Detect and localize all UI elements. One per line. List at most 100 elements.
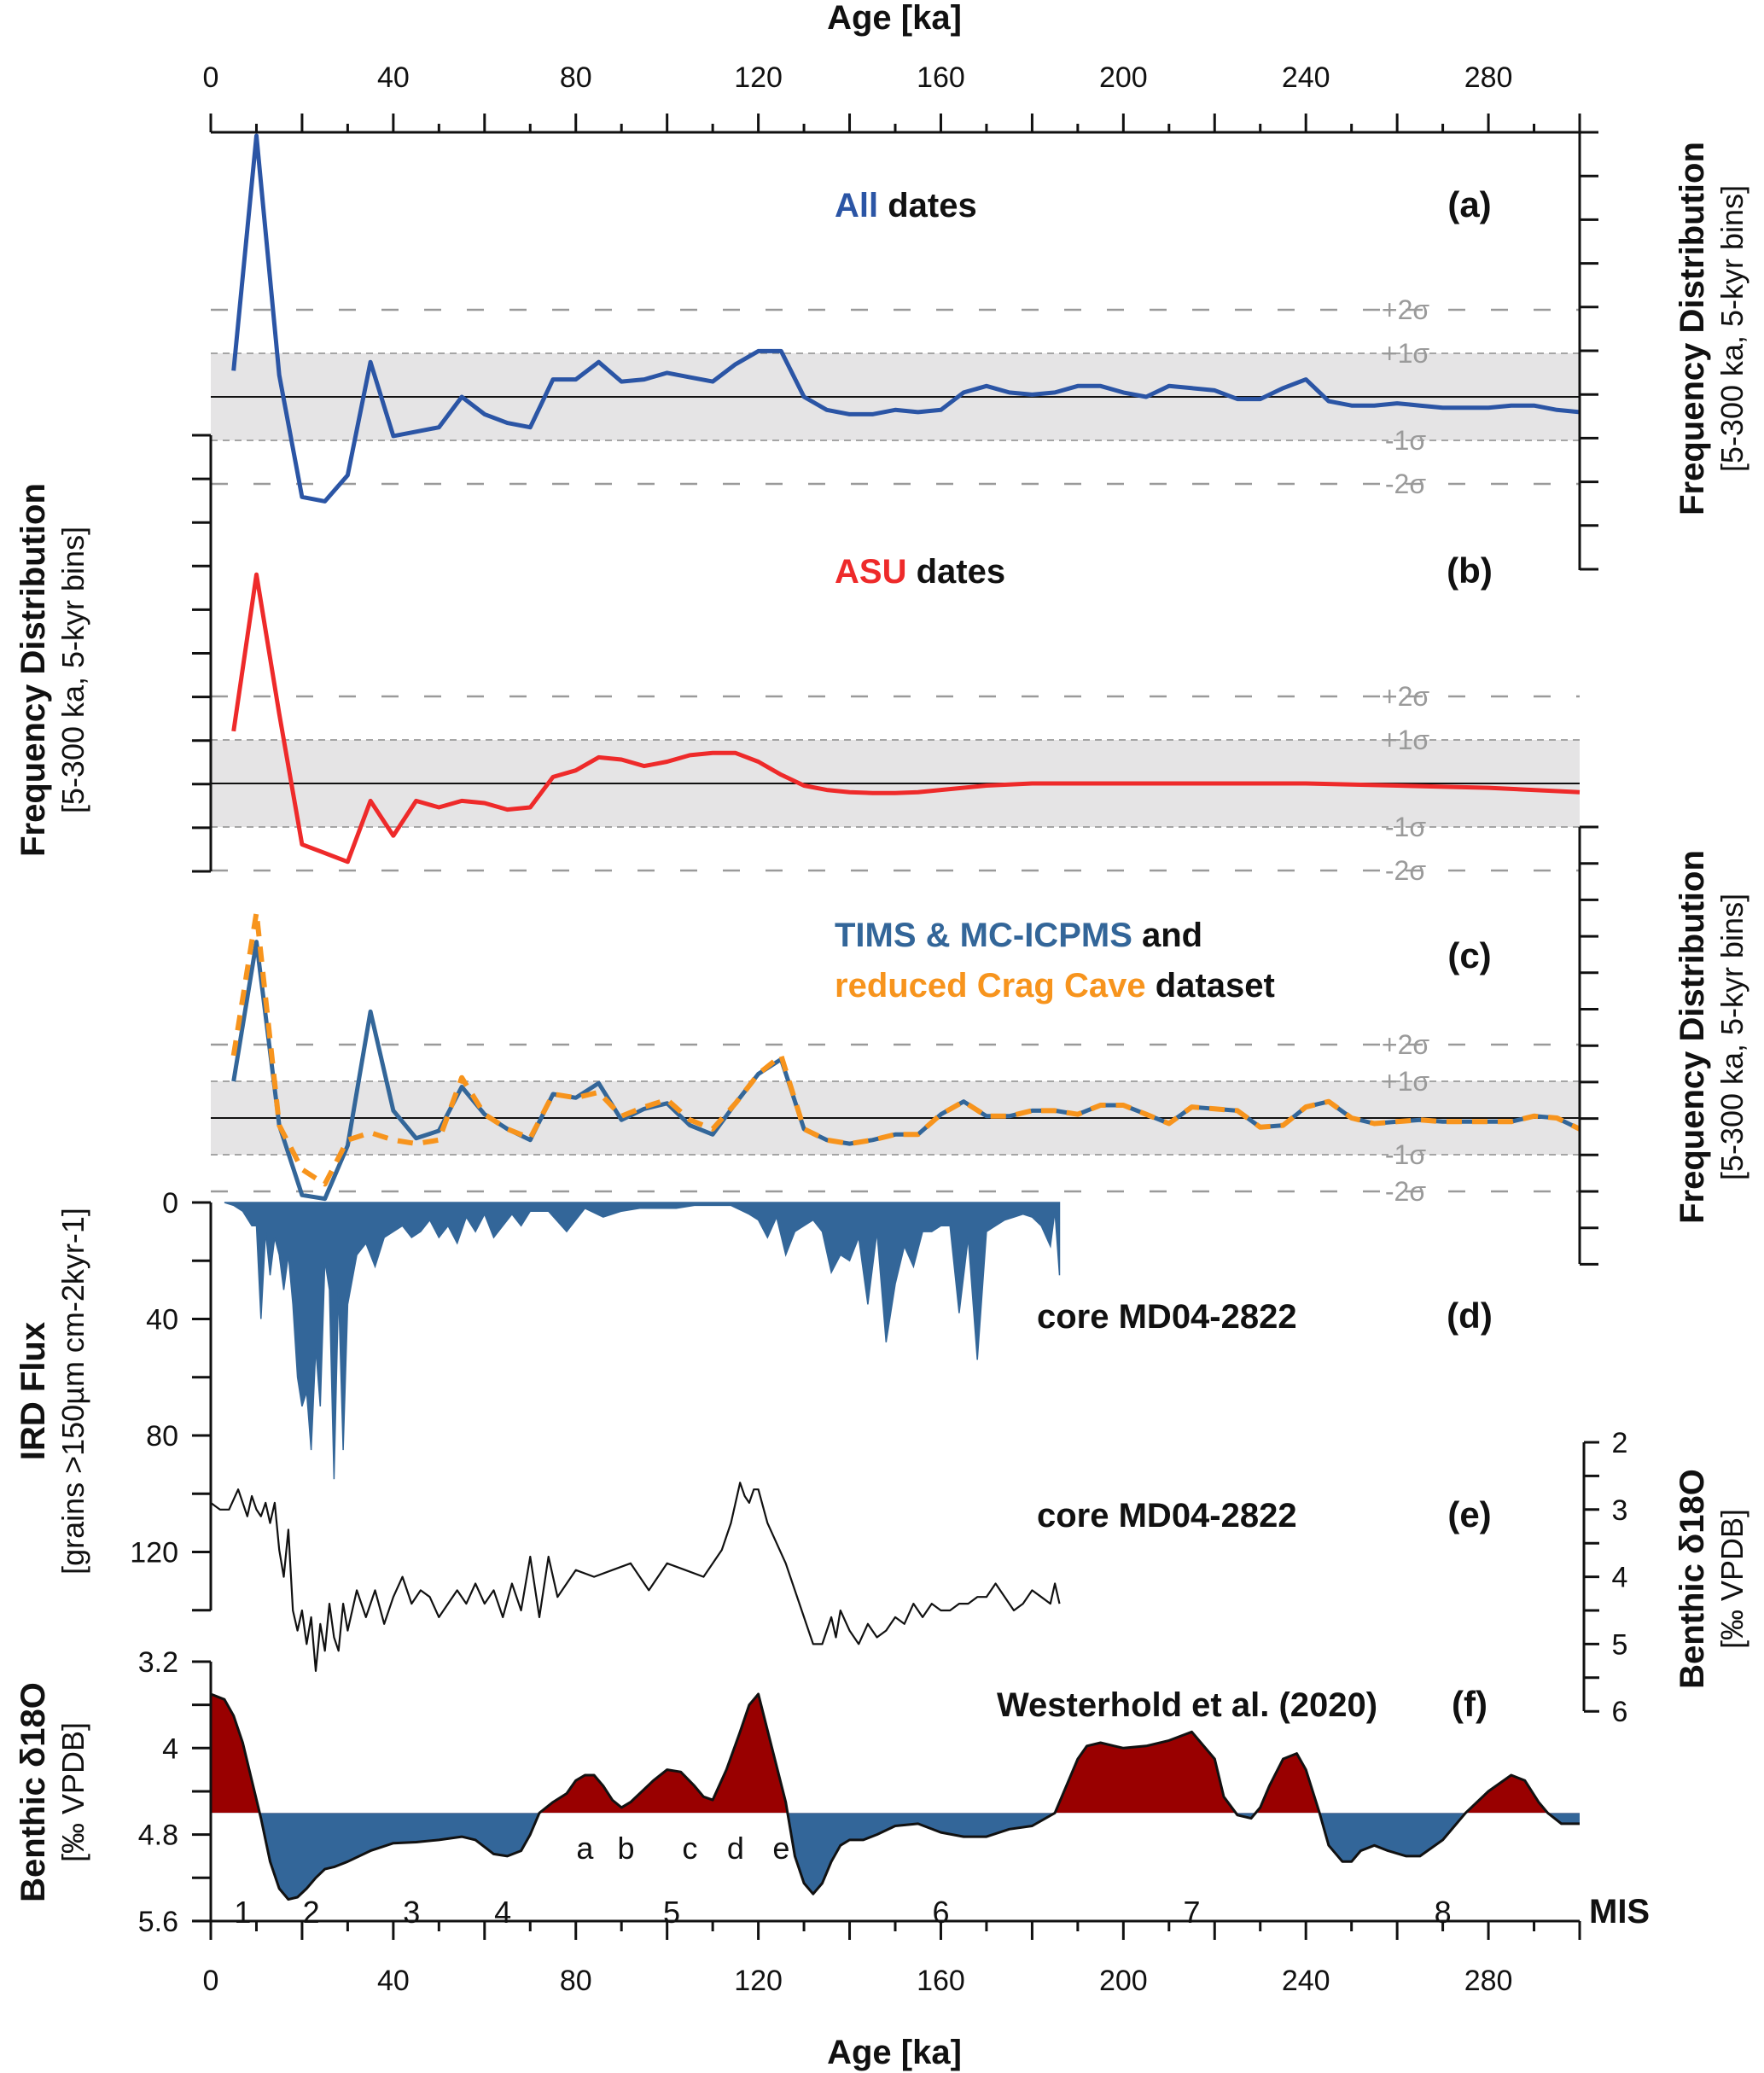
- mis-stage-label: 6: [932, 1895, 949, 1930]
- panel-letter-d: (d): [1447, 1296, 1493, 1336]
- mis-substage-label: e: [772, 1831, 789, 1866]
- bottom-x-tick-label: 120: [734, 1965, 783, 1997]
- panel-e-label: core MD04-2822: [1037, 1497, 1297, 1534]
- ird-flux-area: [224, 1202, 1061, 1480]
- mis-stage-label: 8: [1435, 1895, 1452, 1930]
- top-x-tick-label: 240: [1282, 61, 1330, 94]
- right-freq-axis-c-title: Frequency Distribution: [1674, 850, 1711, 1224]
- mis-substage-label: d: [727, 1831, 744, 1866]
- bottom-x-tick-label: 240: [1282, 1965, 1330, 1997]
- sigma-label-a: -1σ: [1385, 425, 1426, 456]
- bottom-x-tick-label: 40: [377, 1965, 410, 1997]
- panel-c-title-line1: TIMS & MC-ICPMS and: [835, 917, 1202, 954]
- f-axis-title: Benthic δ18O: [15, 1682, 52, 1902]
- e-y-tick-label: 6: [1612, 1696, 1628, 1728]
- series-line-a-0: [231, 133, 1581, 504]
- bottom-x-tick-label: 200: [1099, 1965, 1148, 1997]
- top-axis-title: Age [ka]: [827, 0, 962, 37]
- panel-c-title-tims: TIMS & MC-ICPMS: [835, 917, 1132, 954]
- ird-y-tick-label: 0: [162, 1187, 178, 1220]
- panel-b-title: ASU dates: [835, 553, 1005, 591]
- sigma-label-c: +2σ: [1382, 1029, 1429, 1060]
- mis-stage-label: 2: [303, 1895, 320, 1930]
- mis-stage-label: 4: [494, 1895, 511, 1930]
- f-axis-title-group: Benthic δ18O [‰ VPDB]: [15, 1682, 90, 1902]
- ird-y-tick-label: 40: [146, 1304, 178, 1336]
- panel-letter-a: (a): [1447, 184, 1491, 224]
- panel-letter-c: (c): [1447, 935, 1491, 975]
- panel-letter-f: (f): [1452, 1684, 1487, 1724]
- e-y-tick-label: 4: [1612, 1562, 1628, 1594]
- sigma-label-b: +1σ: [1382, 725, 1429, 755]
- right-freq-axis-a-title: Frequency Distribution: [1674, 142, 1711, 515]
- f-y-tick-label: 3.2: [138, 1646, 178, 1679]
- top-x-tick-label: 280: [1464, 61, 1513, 94]
- top-x-tick-label: 80: [560, 61, 592, 94]
- mis-substage-label: a: [576, 1831, 594, 1866]
- panel-c-title-line2: reduced Crag Cave dataset: [835, 967, 1275, 1004]
- benthic-e-line: [210, 1482, 1061, 1673]
- sigma-label-c: -1σ: [1385, 1139, 1426, 1170]
- f-y-tick-label: 4: [162, 1732, 178, 1765]
- mis-title: MIS: [1589, 1893, 1650, 1930]
- sigma-label-a: +2σ: [1382, 294, 1429, 325]
- mis-substage-label: c: [682, 1831, 697, 1866]
- left-freq-axis-title-group: Frequency Distribution [5-300 ka, 5-kyr …: [15, 483, 90, 857]
- panel-a-title: All dates: [835, 187, 977, 224]
- top-x-tick-label: 160: [917, 61, 965, 94]
- panel-letter-b: (b): [1447, 550, 1493, 591]
- mis-stage-label: 5: [663, 1895, 680, 1930]
- panel-c-title-and: and: [1132, 917, 1202, 954]
- e-y-tick-label: 2: [1612, 1427, 1628, 1459]
- panel-f-label: Westerhold et al. (2020): [997, 1686, 1377, 1724]
- right-freq-axis-a-title-group: Frequency Distribution [5-300 ka, 5-kyr …: [1674, 142, 1749, 515]
- sigma-label-a: +1σ: [1382, 338, 1429, 369]
- mis-substage-label: b: [618, 1831, 635, 1866]
- sigma-bands: [211, 353, 1580, 1155]
- bottom-axis-title: Age [ka]: [827, 2034, 962, 2071]
- panel-a-title-highlight: All: [835, 187, 878, 224]
- bottom-x-tick-label: 0: [203, 1965, 219, 1997]
- mis-stage-label: 7: [1184, 1895, 1201, 1930]
- sigma-label-b: -2σ: [1385, 855, 1426, 886]
- bottom-x-tick-label: 160: [917, 1965, 965, 1997]
- right-freq-axis-c-title-group: Frequency Distribution [5-300 ka, 5-kyr …: [1674, 850, 1749, 1224]
- e-y-tick-label: 3: [1612, 1494, 1628, 1527]
- bottom-x-tick-label: 80: [560, 1965, 592, 1997]
- axes: [192, 114, 1599, 1940]
- series-line-b-0: [231, 572, 1581, 865]
- panel-c-title-dataset: dataset: [1146, 967, 1275, 1004]
- bottom-x-tick-label: 280: [1464, 1965, 1513, 1997]
- mis-stage-label: 1: [234, 1895, 251, 1930]
- left-freq-axis-title: Frequency Distribution: [15, 483, 52, 857]
- series-line-c-1: [230, 910, 1581, 1187]
- ird-axis-title: IRD Flux: [15, 1322, 52, 1460]
- right-freq-axis-a-subtitle: [5-300 ka, 5-kyr bins]: [1715, 185, 1749, 472]
- sigma-label-b: +2σ: [1382, 681, 1429, 712]
- panel-b-title-rest: dates: [906, 553, 1005, 591]
- data-series: [210, 133, 1581, 1901]
- e-axis-title-group: Benthic δ18O [‰ VPDB]: [1674, 1469, 1749, 1689]
- sigma-label-c: +1σ: [1382, 1066, 1429, 1097]
- ird-axis-title-group: IRD Flux [grains >150µm cm-2kyr-1]: [15, 1208, 90, 1575]
- benthic-f-line: [210, 1692, 1580, 1901]
- panel-d-label: core MD04-2822: [1037, 1298, 1297, 1336]
- left-freq-axis-subtitle: [5-300 ka, 5-kyr bins]: [55, 527, 90, 813]
- mis-stage-label: 3: [403, 1895, 420, 1930]
- f-y-tick-label: 5.6: [138, 1906, 178, 1938]
- warm-fill-area: [211, 1694, 1580, 1814]
- ird-axis-subtitle: [grains >150µm cm-2kyr-1]: [55, 1208, 90, 1575]
- ird-y-tick-label: 80: [146, 1420, 178, 1453]
- top-x-tick-label: 120: [734, 61, 783, 94]
- cold-fill-area: [259, 1813, 1580, 1900]
- panel-letter-e: (e): [1447, 1494, 1491, 1534]
- sigma-label-a: -2σ: [1385, 469, 1426, 499]
- top-x-tick-label: 0: [203, 61, 219, 94]
- f-y-tick-label: 4.8: [138, 1820, 178, 1852]
- top-x-tick-label: 200: [1099, 61, 1148, 94]
- right-freq-axis-c-subtitle: [5-300 ka, 5-kyr bins]: [1715, 894, 1749, 1180]
- top-x-tick-label: 40: [377, 61, 410, 94]
- generated-labels: +2σ+1σ-1σ-2σ+2σ+1σ-1σ-2σ+2σ+1σ-1σ-2σ0 40 8…: [130, 61, 1627, 1997]
- sigma-label-b: -1σ: [1385, 812, 1426, 842]
